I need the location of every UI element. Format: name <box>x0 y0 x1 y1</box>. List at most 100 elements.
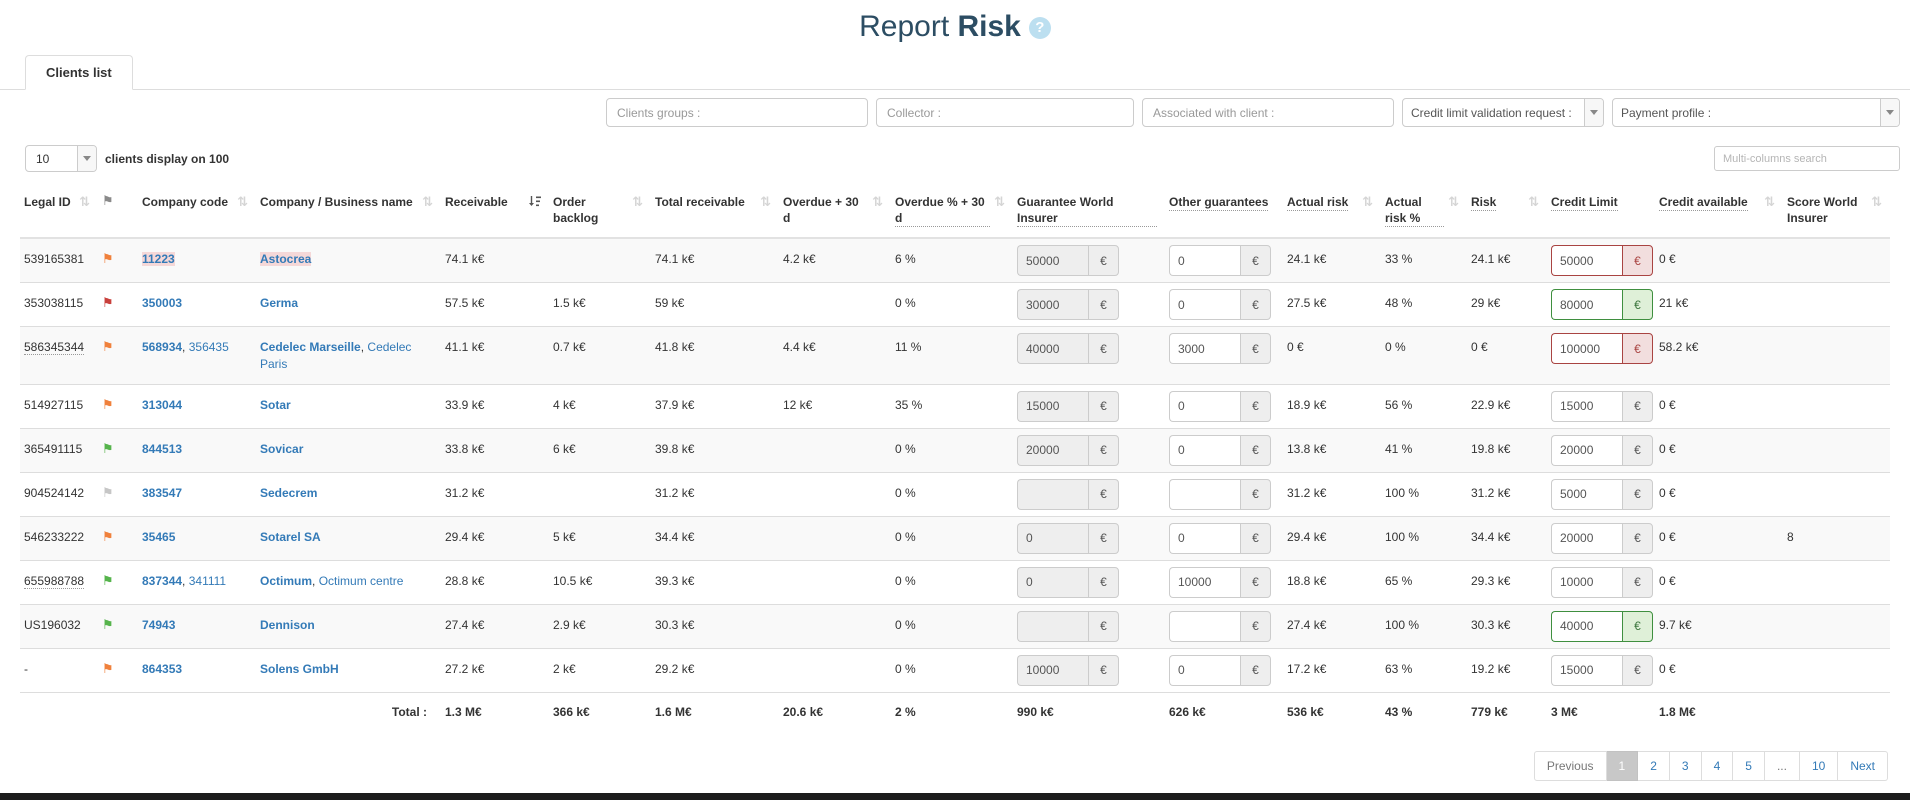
column-header-company-name[interactable]: Company / Business name ⇅ <box>256 188 441 240</box>
company-name-link[interactable]: Octimum <box>260 573 313 588</box>
company-name-link[interactable]: Sovicar <box>260 441 304 456</box>
other-guarantees-input[interactable] <box>1169 522 1240 554</box>
collector-filter-input[interactable] <box>876 98 1134 127</box>
page-4-button[interactable]: 4 <box>1701 750 1734 781</box>
clients-groups-filter-input[interactable] <box>606 98 868 127</box>
company-name-link[interactable]: Cedelec Marseille <box>260 340 361 355</box>
flag-cell: ⚑ <box>98 604 138 648</box>
column-header-actual-risk-pct[interactable]: Actual risk % ⇅ <box>1381 188 1467 240</box>
table-row: 904524142 ⚑ 383547 Sedecrem 31.2 k€ 31.2 k€ 0 … <box>20 472 1890 516</box>
actual-risk-value: 13.8 k€ <box>1287 441 1327 456</box>
column-header-actual-risk[interactable]: Actual risk ⇅ <box>1283 188 1381 240</box>
company-code-link[interactable]: 313044 <box>142 397 183 412</box>
column-header-credit-available[interactable]: Credit available ⇅ <box>1655 188 1783 240</box>
actual-risk-cell: 18.8 k€ <box>1283 560 1381 604</box>
credit-available-value: 0 € <box>1659 252 1676 267</box>
guarantee-insurer-cell: € <box>1013 472 1165 516</box>
credit-limit-input[interactable] <box>1551 478 1622 510</box>
credit-limit-input[interactable] <box>1551 522 1622 554</box>
receivable-cell: 74.1 k€ <box>441 238 549 283</box>
credit-limit-cell: € <box>1547 384 1655 428</box>
help-icon[interactable]: ? <box>1028 17 1051 40</box>
company-code-link[interactable]: 837344 <box>142 573 183 588</box>
column-header-risk[interactable]: Risk ⇅ <box>1467 188 1547 240</box>
company-code-secondary-link[interactable]: 341111 <box>188 573 227 588</box>
actual-risk-pct-cell: 33 % <box>1381 238 1467 283</box>
overdue-pct-30d-cell: 35 % <box>891 384 1013 428</box>
page-10-button[interactable]: 10 <box>1799 750 1839 781</box>
company-name-cell: Sotar <box>256 384 441 428</box>
other-guarantees-input[interactable] <box>1169 245 1240 277</box>
credit-limit-input[interactable] <box>1551 333 1622 365</box>
payment-profile-select[interactable]: Payment profile : <box>1612 98 1900 127</box>
column-header-overdue-30d[interactable]: Overdue + 30 d ⇅ <box>779 188 891 240</box>
company-name-link[interactable]: Sotar <box>260 397 291 412</box>
column-header-legal-id[interactable]: Legal ID ⇅ <box>20 188 98 240</box>
legal-id-cell: 539165381 <box>20 238 98 283</box>
company-name-secondary-link[interactable]: Cedelec Paris <box>260 340 412 371</box>
company-code-link[interactable]: 864353 <box>142 661 183 676</box>
total-receivable-cell: 30.3 k€ <box>651 604 779 648</box>
associated-client-filter-input[interactable] <box>1142 98 1394 127</box>
column-header-company-code[interactable]: Company code ⇅ <box>138 188 256 240</box>
company-name-secondary-link[interactable]: Octimum centre <box>318 573 404 588</box>
column-header-order-backlog[interactable]: Order backlog ⇅ <box>549 188 651 240</box>
credit-limit-input[interactable] <box>1551 654 1622 686</box>
company-name-link[interactable]: Germa <box>260 296 299 311</box>
company-code-link[interactable]: 350003 <box>142 296 183 311</box>
per-page-select[interactable]: 10 <box>25 145 97 172</box>
column-header-overdue-pct-30d[interactable]: Overdue % + 30 d ⇅ <box>891 188 1013 240</box>
per-page-controls: 10 clients display on 100 <box>25 145 229 172</box>
other-guarantees-cell: € <box>1165 560 1283 604</box>
credit-limit-input[interactable] <box>1551 610 1622 642</box>
credit-limit-input[interactable] <box>1551 434 1622 466</box>
guarantee-insurer-input <box>1017 566 1088 598</box>
actual-risk-pct-value: 33 % <box>1385 252 1413 267</box>
other-guarantees-input[interactable] <box>1169 566 1240 598</box>
guarantee-world-insurer-label: Guarantee World Insurer <box>1017 194 1157 228</box>
flag-cell: ⚑ <box>98 384 138 428</box>
credit-available-cell: 0 € <box>1655 384 1783 428</box>
company-name-link[interactable]: Sotarel SA <box>260 529 321 544</box>
company-name-link[interactable]: Solens GmbH <box>260 661 339 676</box>
column-header-score-world-insurer[interactable]: Score World Insurer ⇅ <box>1783 188 1890 240</box>
column-header-total-receivable[interactable]: Total receivable ⇅ <box>651 188 779 240</box>
overdue-pct-30d-cell: 0 % <box>891 516 1013 560</box>
company-code-link[interactable]: 74943 <box>142 617 176 632</box>
tab-clients-list[interactable]: Clients list <box>25 55 133 90</box>
company-name-link[interactable]: Dennison <box>260 617 315 632</box>
other-guarantees-input[interactable] <box>1169 333 1240 365</box>
page-5-button[interactable]: 5 <box>1733 750 1765 781</box>
page-3-button[interactable]: 3 <box>1669 750 1702 781</box>
company-code-link[interactable]: 383547 <box>142 485 183 500</box>
credit-limit-input[interactable] <box>1551 289 1622 321</box>
page-previous-button[interactable]: Previous <box>1533 750 1607 781</box>
guarantee-insurer-cell: € <box>1013 327 1165 384</box>
table-row: 365491115 ⚑ 844513 Sovicar 33.8 k€ 6 k€ 39.8 k… <box>20 428 1890 473</box>
other-guarantees-input[interactable] <box>1169 654 1240 686</box>
company-code-secondary-link[interactable]: 356435 <box>188 340 229 355</box>
multi-columns-search-input[interactable] <box>1714 146 1900 171</box>
company-name-link[interactable]: Sedecrem <box>260 485 318 500</box>
credit-limit-input[interactable] <box>1551 566 1622 598</box>
credit-limit-input[interactable] <box>1551 245 1622 277</box>
other-guarantees-input[interactable] <box>1169 289 1240 321</box>
other-guarantees-input[interactable] <box>1169 610 1240 642</box>
other-guarantees-input[interactable] <box>1169 478 1240 510</box>
other-guarantees-input[interactable] <box>1169 390 1240 422</box>
order-backlog-cell: 5 k€ <box>549 516 651 560</box>
company-code-link[interactable]: 11223 <box>142 252 175 267</box>
column-header-receivable[interactable]: Receivable <box>441 188 549 240</box>
page-1-button[interactable]: 1 <box>1606 750 1639 781</box>
company-code-link[interactable]: 35465 <box>142 529 176 544</box>
credit-limit-request-select[interactable]: Credit limit validation request : <box>1402 98 1604 127</box>
page-next-button[interactable]: Next <box>1838 750 1888 781</box>
credit-limit-input[interactable] <box>1551 390 1622 422</box>
sort-icon: ⇅ <box>1764 194 1775 209</box>
company-code-link[interactable]: 568934 <box>142 340 183 355</box>
company-name-link[interactable]: Astocrea <box>260 252 312 267</box>
table-row: 353038115 ⚑ 350003 Germa 57.5 k€ 1.5 k€ 59 k€ 0… <box>20 282 1890 327</box>
company-code-link[interactable]: 844513 <box>142 441 183 456</box>
page-2-button[interactable]: 2 <box>1638 750 1670 781</box>
other-guarantees-input[interactable] <box>1169 434 1240 466</box>
